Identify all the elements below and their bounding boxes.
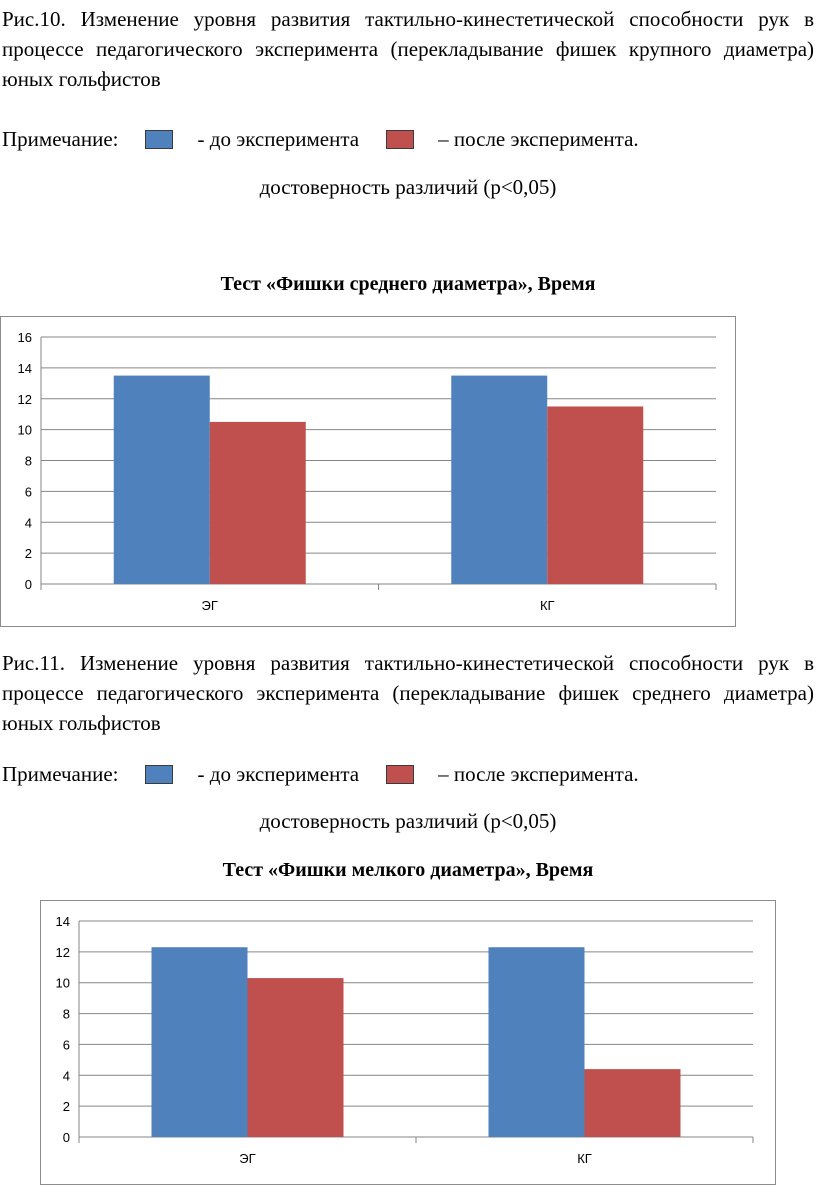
bar-before-2: [451, 375, 548, 584]
figure11-caption: Рис.11. Изменение уровня развития тактил…: [2, 648, 814, 738]
y-tick-label: 0: [25, 577, 32, 592]
y-tick-label: 12: [56, 945, 70, 960]
bar-before-1: [113, 375, 210, 584]
figure11-legend-after: – после эксперимента.: [438, 762, 639, 787]
chart1-container: 0 2 4 6 8 10 12 14 16 ЭГ КГ: [0, 316, 736, 627]
y-tick-label: 14: [18, 361, 32, 376]
y-tick-label: 6: [25, 484, 32, 499]
figure10-caption-line-1: Рис.10. Изменение уровня развития тактил…: [2, 7, 790, 31]
before-legend-swatch: [145, 129, 174, 149]
chart1-svg: 0 2 4 6 8 10 12 14 16 ЭГ КГ: [18, 330, 717, 613]
bar-after-1: [209, 421, 306, 584]
y-tick-label: 8: [63, 1007, 70, 1022]
figure11-note: Примечание: - до эксперимента – после эк…: [2, 757, 639, 789]
x-category-label: КГ: [577, 1151, 592, 1166]
after-legend-swatch: [385, 129, 414, 149]
y-tick-label: 10: [18, 423, 32, 438]
figure11-note-label: Примечание:: [2, 762, 119, 787]
y-tick-label: 8: [25, 454, 32, 469]
y-tick-label: 16: [18, 330, 32, 345]
bar-after-1: [247, 978, 344, 1137]
y-tick-label: 14: [56, 914, 70, 929]
y-tick-label: 4: [63, 1068, 70, 1083]
chart2-container: 0 2 4 6 8 10 12 14 ЭГ КГ: [40, 900, 776, 1185]
figure10-caption-line-3: диаметра) юных гольфистов: [2, 37, 815, 91]
y-tick-label: 12: [18, 392, 32, 407]
chart2-svg: 0 2 4 6 8 10 12 14 ЭГ КГ: [56, 914, 754, 1166]
figure10-legend-after: – после эксперимента.: [438, 127, 639, 152]
bar-after-2: [584, 1069, 681, 1137]
after-legend-swatch: [385, 764, 414, 784]
figure10-caption: Рис.10. Изменение уровня развития тактил…: [2, 4, 814, 94]
figure11-caption-line-2: в процессе педагогического эксперимента …: [2, 651, 815, 705]
y-tick-label: 0: [63, 1130, 70, 1145]
figure10-legend-before: - до эксперимента: [197, 127, 360, 152]
figure11-legend-before: - до эксперимента: [197, 762, 360, 787]
x-category-label: ЭГ: [202, 598, 218, 613]
figure11-significance: достоверность различий (р<0,05): [259, 809, 557, 833]
chart1-title: Тест «Фишки среднего диаметра», Время: [220, 273, 596, 295]
x-category-label: КГ: [540, 598, 555, 613]
y-tick-label: 10: [56, 976, 70, 991]
x-category-label: ЭГ: [239, 1151, 255, 1166]
y-tick-label: 2: [63, 1099, 70, 1114]
figure10-caption-line-2: в процессе педагогического эксперимента …: [2, 7, 815, 61]
figure11-caption-line-3: диаметра) юных гольфистов: [2, 681, 814, 735]
y-tick-label: 2: [25, 546, 32, 561]
figure10-significance: достоверность различий (р<0,05): [259, 175, 557, 199]
bar-after-2: [547, 406, 644, 584]
figure10-note: Примечание: - до эксперимента – после эк…: [2, 122, 639, 154]
y-tick-label: 6: [63, 1037, 70, 1052]
figure10-note-label: Примечание:: [2, 127, 119, 152]
figure11-caption-line-1: Рис.11. Изменение уровня развития тактил…: [2, 651, 790, 675]
bar-before-1: [151, 947, 248, 1137]
chart2-title: Тест «Фишки мелкого диаметра», Время: [222, 859, 594, 881]
bar-before-2: [488, 947, 585, 1137]
before-legend-swatch: [145, 764, 174, 784]
y-tick-label: 4: [25, 515, 32, 530]
